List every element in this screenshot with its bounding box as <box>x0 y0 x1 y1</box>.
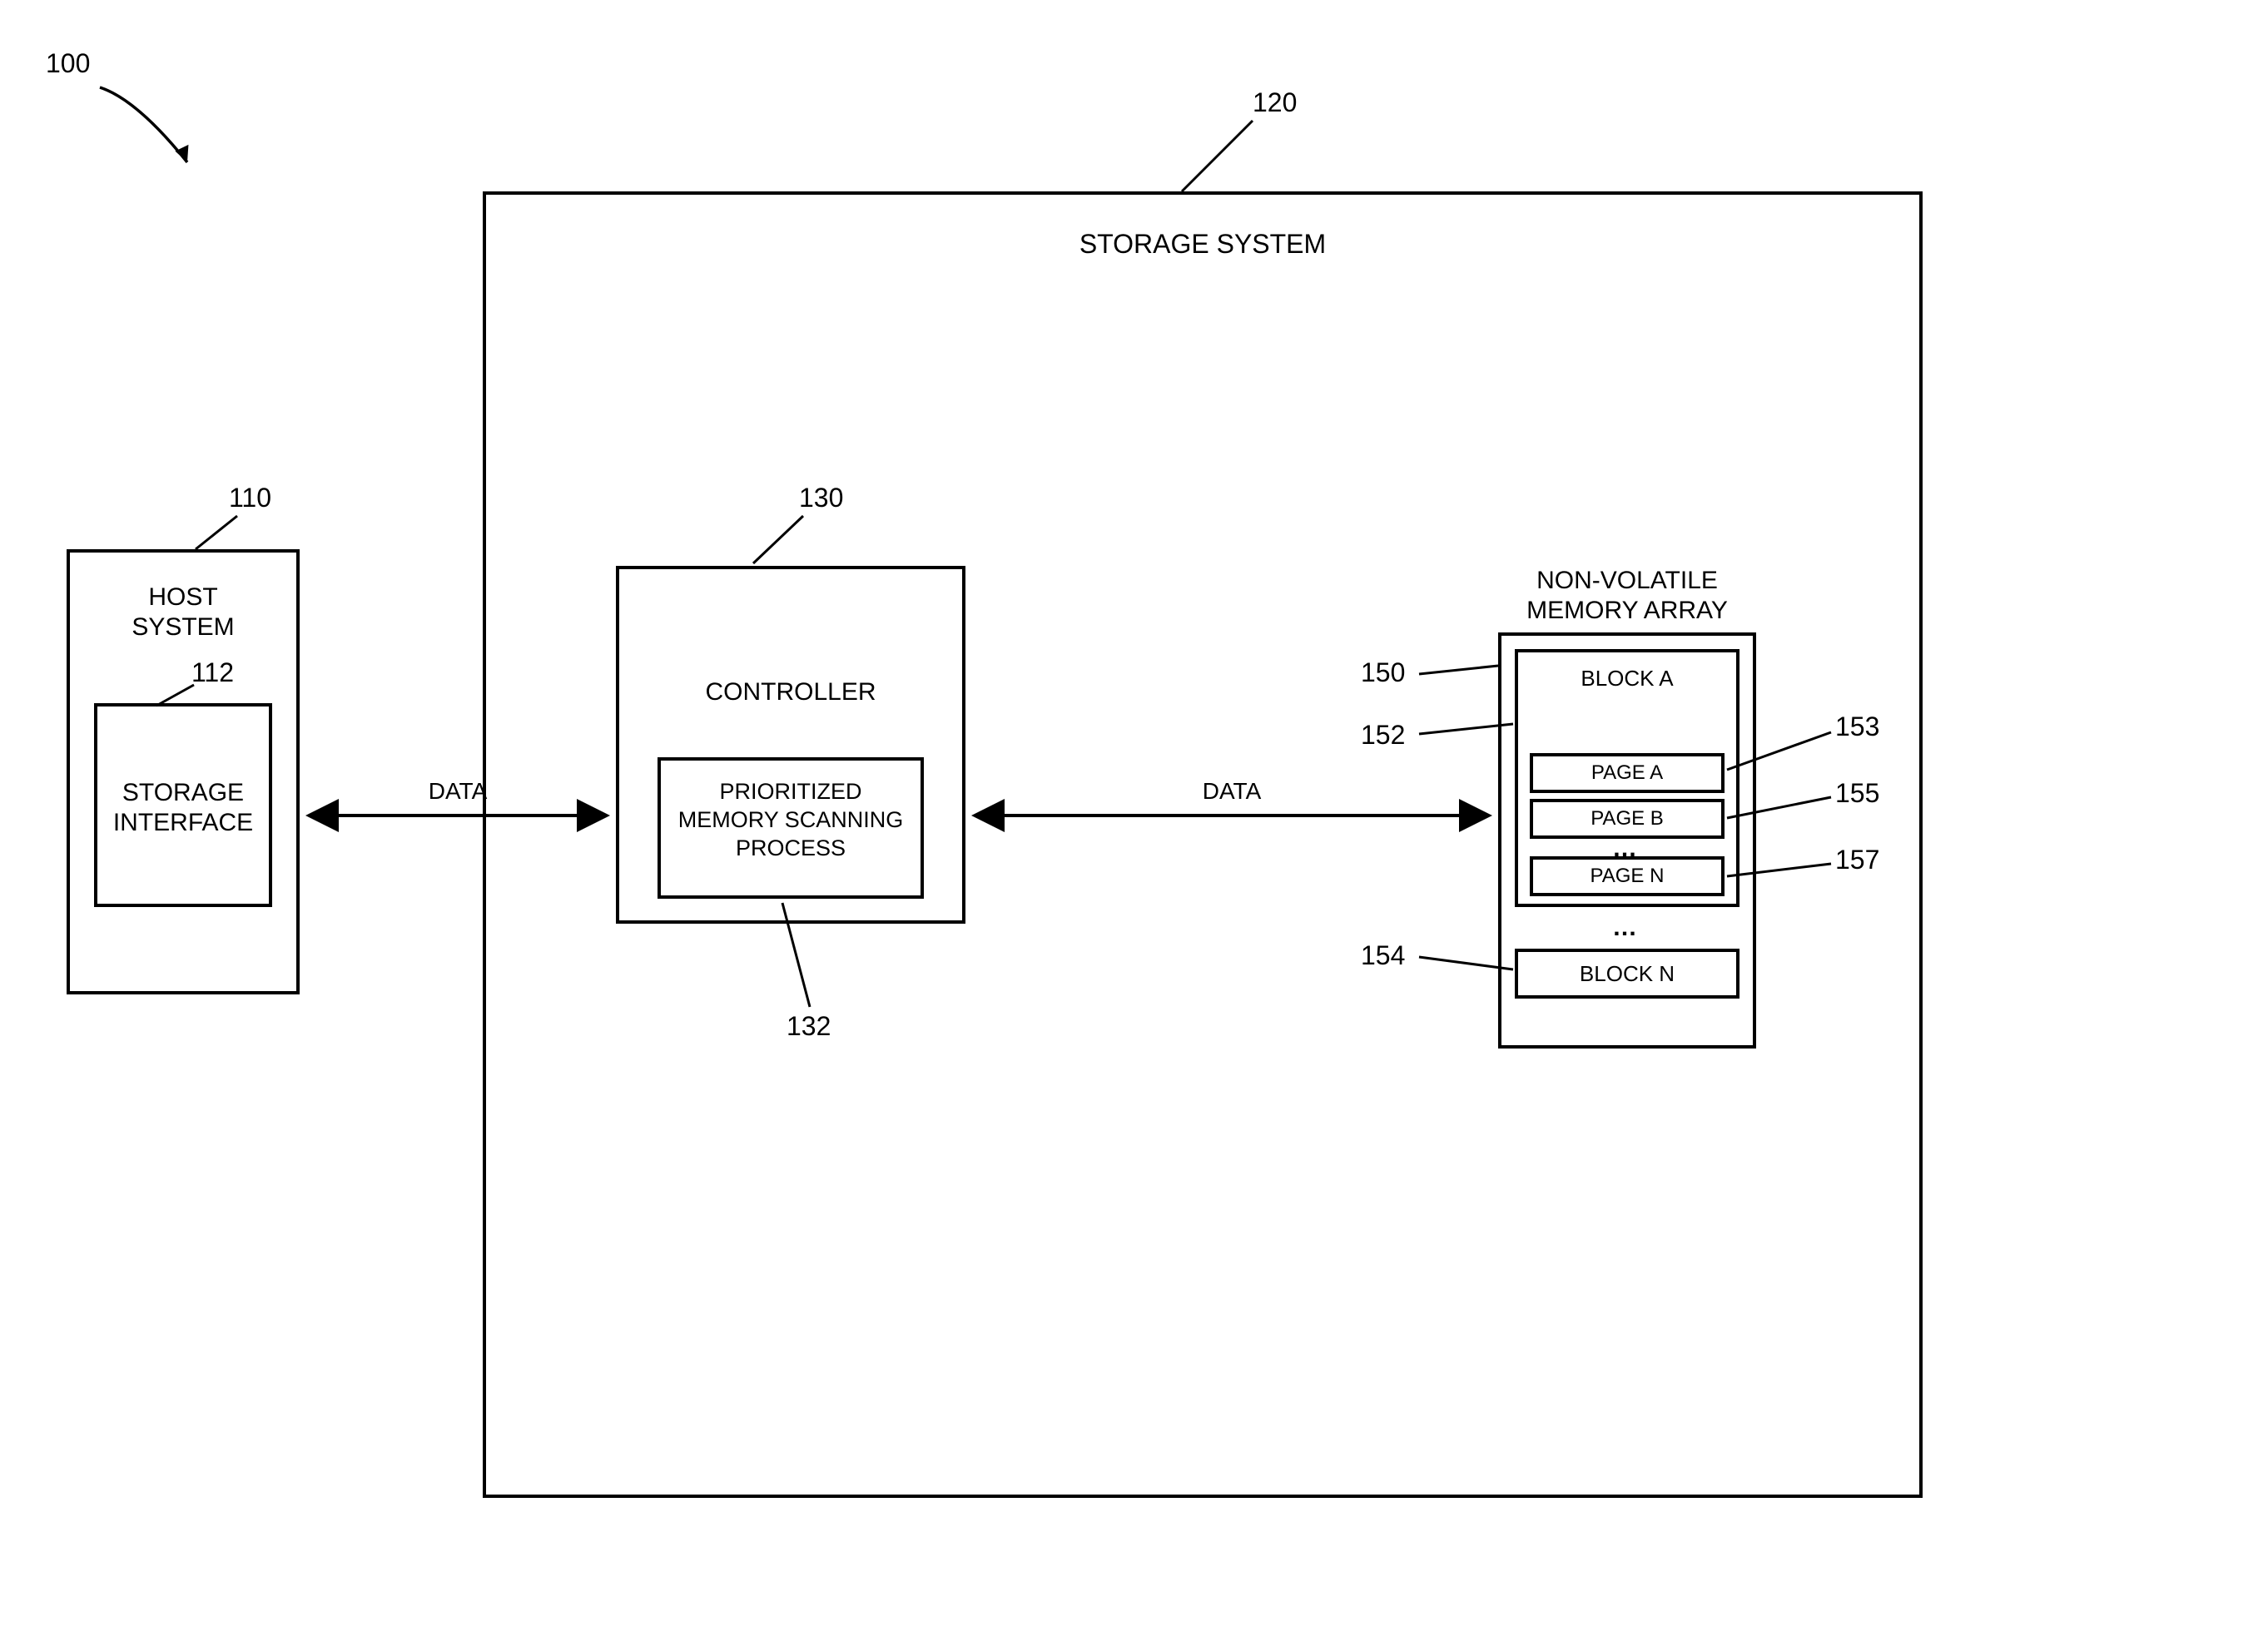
ref-150: 150 <box>1361 657 1405 688</box>
ref-120: 120 <box>1253 87 1297 118</box>
ref-130-line <box>749 512 816 570</box>
ref-132: 132 <box>787 1011 831 1042</box>
ref-153: 153 <box>1835 711 1879 742</box>
ref-110-line <box>191 512 250 562</box>
page-n-label: PAGE N <box>1530 865 1725 888</box>
data-label-2: DATA <box>965 778 1498 805</box>
nvm-array-label: NON-VOLATILE MEMORY ARRAY <box>1473 566 1781 626</box>
storage-system-label: STORAGE SYSTEM <box>483 229 1923 260</box>
storage-interface-label: STORAGE INTERFACE <box>94 778 272 838</box>
ref-154-line <box>1415 957 1519 982</box>
ref-152-line <box>1415 724 1519 749</box>
ref-132-line <box>778 903 820 1011</box>
dots-blocks: … <box>1515 914 1739 942</box>
ref-112-line <box>152 681 202 714</box>
block-a-label: BLOCK A <box>1515 666 1739 692</box>
page-a-label: PAGE A <box>1530 761 1725 785</box>
ref-150-line <box>1415 666 1506 699</box>
prioritized-label: PRIORITIZED MEMORY SCANNING PROCESS <box>658 778 924 862</box>
ref-154: 154 <box>1361 940 1405 971</box>
ref-155: 155 <box>1835 778 1879 809</box>
ref-152: 152 <box>1361 720 1405 751</box>
ref-100: 100 <box>46 48 90 79</box>
ref-157: 157 <box>1835 845 1879 875</box>
data-label-1: DATA <box>300 778 616 805</box>
ref-120-line <box>1178 117 1261 200</box>
block-n-label: BLOCK N <box>1515 961 1739 987</box>
ref-155-line <box>1727 795 1835 828</box>
ref-157-line <box>1727 861 1835 886</box>
host-system-label: HOST SYSTEM <box>67 583 300 642</box>
ref-130: 130 <box>799 483 843 513</box>
page-b-label: PAGE B <box>1530 807 1725 830</box>
ref-153-line <box>1727 728 1835 778</box>
ref-110: 110 <box>229 483 271 513</box>
ref-100-arrow <box>92 79 225 187</box>
controller-label: CONTROLLER <box>616 678 965 706</box>
